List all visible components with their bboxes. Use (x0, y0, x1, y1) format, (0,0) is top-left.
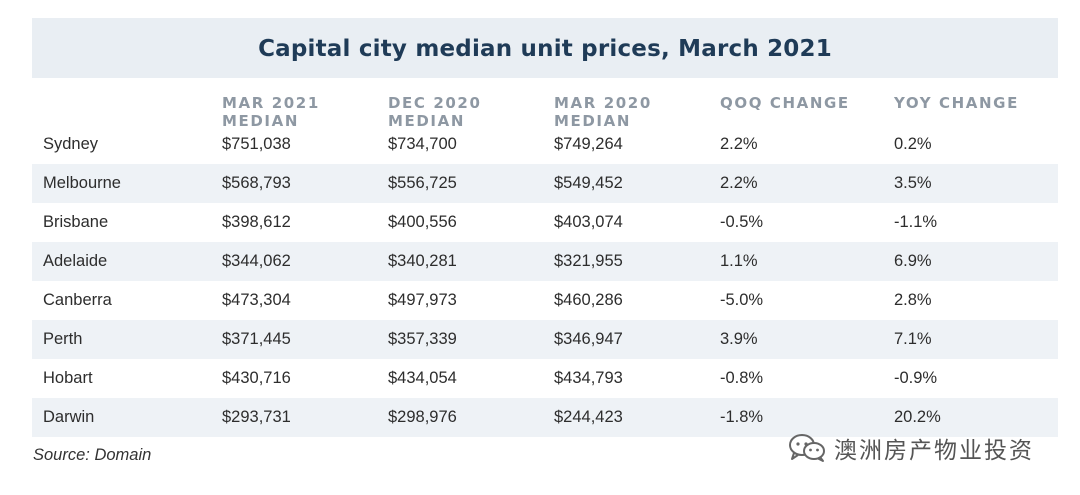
city-name-cell: Hobart (43, 369, 93, 387)
table-cell-mar2021: $293,731 (222, 408, 291, 426)
table-cell-mar2021: $568,793 (222, 174, 291, 192)
table-cell-yoy: 3.5% (894, 174, 932, 192)
table-cell-mar2021: $398,612 (222, 213, 291, 231)
table-cell-dec2020: $434,054 (388, 369, 457, 387)
table-cell-dec2020: $340,281 (388, 252, 457, 270)
city-name-cell: Perth (43, 330, 83, 348)
column-header-qoq-change: QOQ CHANGE (720, 94, 850, 112)
table-row: Darwin $293,731 $298,976 $244,423 -1.8% 20.2% (32, 398, 1058, 437)
table-row: Sydney $751,038 $734,700 $749,264 2.2% 0.2% (32, 125, 1058, 164)
table-cell-dec2020: $734,700 (388, 135, 457, 153)
price-table: Capital city median unit prices, March 2… (32, 18, 1058, 437)
table-cell-yoy: -1.1% (894, 213, 938, 231)
table-cell-mar2020: $321,955 (554, 252, 623, 270)
city-name-cell: Adelaide (43, 252, 108, 270)
table-cell-mar2021: $344,062 (222, 252, 291, 270)
table-cell-dec2020: $556,725 (388, 174, 457, 192)
column-header-line: MEDIAN (388, 112, 465, 130)
table-cell-qoq: 3.9% (720, 330, 758, 348)
table-cell-mar2020: $749,264 (554, 135, 623, 153)
table-cell-dec2020: $298,976 (388, 408, 457, 426)
column-header-line: MEDIAN (222, 112, 299, 130)
table-cell-yoy: -0.9% (894, 369, 938, 387)
table-header-row: MAR 2021 MEDIAN DEC 2020 MEDIAN MAR 2020… (32, 78, 1058, 142)
column-header-yoy-change: YOY CHANGE (894, 94, 1019, 112)
city-name-cell: Melbourne (43, 174, 121, 192)
city-name-cell: Sydney (43, 135, 99, 153)
table-cell-mar2020: $403,074 (554, 213, 623, 231)
table-row: Melbourne $568,793 $556,725 $549,452 2.2% 3.5… (32, 164, 1058, 203)
table-cell-qoq: -5.0% (720, 291, 764, 309)
table-row: Perth $371,445 $357,339 $346,947 3.9% 7.1% (32, 320, 1058, 359)
table-cell-qoq: 1.1% (720, 252, 758, 270)
table-cell-mar2020: $346,947 (554, 330, 623, 348)
table-cell-yoy: 0.2% (894, 135, 932, 153)
watermark-text: 澳洲房产物业投资 (834, 438, 1034, 464)
column-header-line: YOY CHANGE (894, 94, 1019, 112)
table-cell-mar2021: $430,716 (222, 369, 291, 387)
wechat-icon (789, 434, 825, 462)
table-title-bar: Capital city median unit prices, March 2… (32, 18, 1058, 78)
table-title: Capital city median unit prices, March 2… (258, 36, 832, 62)
table-cell-qoq: -0.8% (720, 369, 764, 387)
table-cell-qoq: -0.5% (720, 213, 764, 231)
column-header-mar-2020: MAR 2020 MEDIAN (554, 94, 652, 130)
table-cell-qoq: 2.2% (720, 135, 758, 153)
table-row: Canberra $473,304 $497,973 $460,286 -5.0% 2.8… (32, 281, 1058, 320)
table-row: Adelaide $344,062 $340,281 $321,955 1.1% 6.9% (32, 242, 1058, 281)
city-name-cell: Canberra (43, 291, 112, 309)
watermark: 澳洲房产物业投资 (788, 430, 1034, 466)
table-cell-mar2020: $434,793 (554, 369, 623, 387)
table-cell-yoy: 6.9% (894, 252, 932, 270)
table-cell-dec2020: $357,339 (388, 330, 457, 348)
table-cell-dec2020: $497,973 (388, 291, 457, 309)
table-cell-mar2020: $244,423 (554, 408, 623, 426)
table-cell-mar2021: $371,445 (222, 330, 291, 348)
column-header-dec-2020: DEC 2020 MEDIAN (388, 94, 481, 130)
table-cell-dec2020: $400,556 (388, 213, 457, 231)
table-cell-yoy: 2.8% (894, 291, 932, 309)
table-cell-mar2020: $549,452 (554, 174, 623, 192)
city-name-cell: Brisbane (43, 213, 109, 231)
table-row: Brisbane $398,612 $400,556 $403,074 -0.5% -1.… (32, 203, 1058, 242)
table-cell-yoy: 20.2% (894, 408, 941, 426)
table-cell-mar2021: $751,038 (222, 135, 291, 153)
column-header-line: MAR 2020 (554, 94, 652, 112)
column-header-line: DEC 2020 (388, 94, 482, 112)
table-cell-mar2020: $460,286 (554, 291, 623, 309)
table-row: Hobart $430,716 $434,054 $434,793 -0.8% -0.9% (32, 359, 1058, 398)
table-cell-qoq: 2.2% (720, 174, 758, 192)
column-header-line: MEDIAN (554, 112, 631, 130)
source-note: Source: Domain (33, 446, 152, 464)
column-header-mar-2021: MAR 2021 MEDIAN (222, 94, 320, 130)
column-header-line: QOQ CHANGE (720, 94, 850, 112)
column-header-line: MAR 2021 (222, 94, 320, 112)
table-cell-yoy: 7.1% (894, 330, 932, 348)
city-name-cell: Darwin (43, 408, 95, 426)
table-cell-mar2021: $473,304 (222, 291, 291, 309)
table-cell-qoq: -1.8% (720, 408, 764, 426)
